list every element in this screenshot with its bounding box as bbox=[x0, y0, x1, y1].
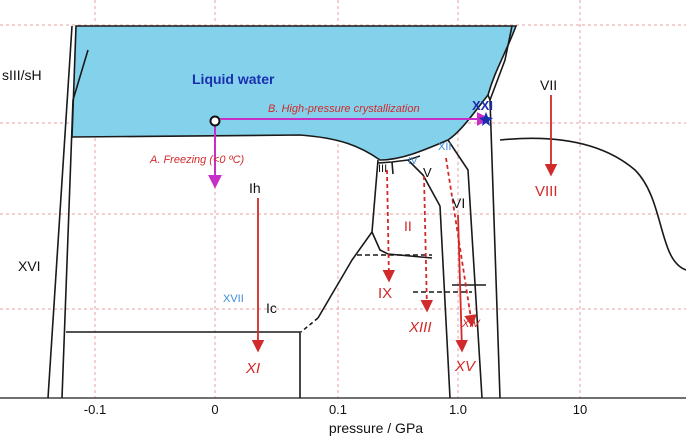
vi-label: VI bbox=[452, 195, 465, 211]
xv-label: XV bbox=[454, 358, 477, 375]
vii-label: VII bbox=[540, 77, 557, 93]
x-tick-label: 1.0 bbox=[449, 402, 467, 417]
xiv-label: XIV bbox=[461, 318, 481, 330]
iii-label: III bbox=[378, 163, 387, 175]
xii-label: XII bbox=[438, 141, 451, 153]
transition-arrows bbox=[251, 95, 558, 353]
xi-label: XI bbox=[245, 360, 260, 377]
phase-boundaries bbox=[47, 25, 686, 399]
x-tick-label: 0.1 bbox=[329, 402, 347, 417]
xvi-label: XVI bbox=[18, 258, 41, 274]
freezing-annotation: A. Freezing (<0 ºC) bbox=[149, 154, 245, 166]
ic-label: Ic bbox=[266, 300, 277, 316]
x-axis-title: pressure / GPa bbox=[329, 420, 423, 436]
liquid-water-region bbox=[71, 25, 518, 161]
xxi-star-marker bbox=[479, 112, 493, 126]
x-tick-label: -0.1 bbox=[84, 402, 106, 417]
crystallization-annotation: B. High-pressure crystallization bbox=[268, 103, 420, 115]
x-tick-label: 10 bbox=[573, 402, 587, 417]
xiii-label: XIII bbox=[408, 319, 432, 336]
iv-label: IV bbox=[408, 156, 418, 167]
xvii-label: XVII bbox=[223, 293, 244, 305]
ii-label: II bbox=[404, 218, 412, 234]
siii-sh-label: sIII/sH bbox=[2, 67, 42, 83]
liquid-water-label: Liquid water bbox=[192, 71, 275, 87]
freezing-path bbox=[208, 115, 222, 189]
viii-label: VIII bbox=[535, 183, 558, 200]
x-tick-label: 0 bbox=[211, 402, 218, 417]
ih-label: Ih bbox=[249, 180, 261, 196]
start-point-marker bbox=[209, 115, 221, 127]
ix-label: IX bbox=[378, 285, 392, 302]
v-label: V bbox=[423, 165, 432, 180]
xxi-label: XXI bbox=[472, 98, 493, 113]
